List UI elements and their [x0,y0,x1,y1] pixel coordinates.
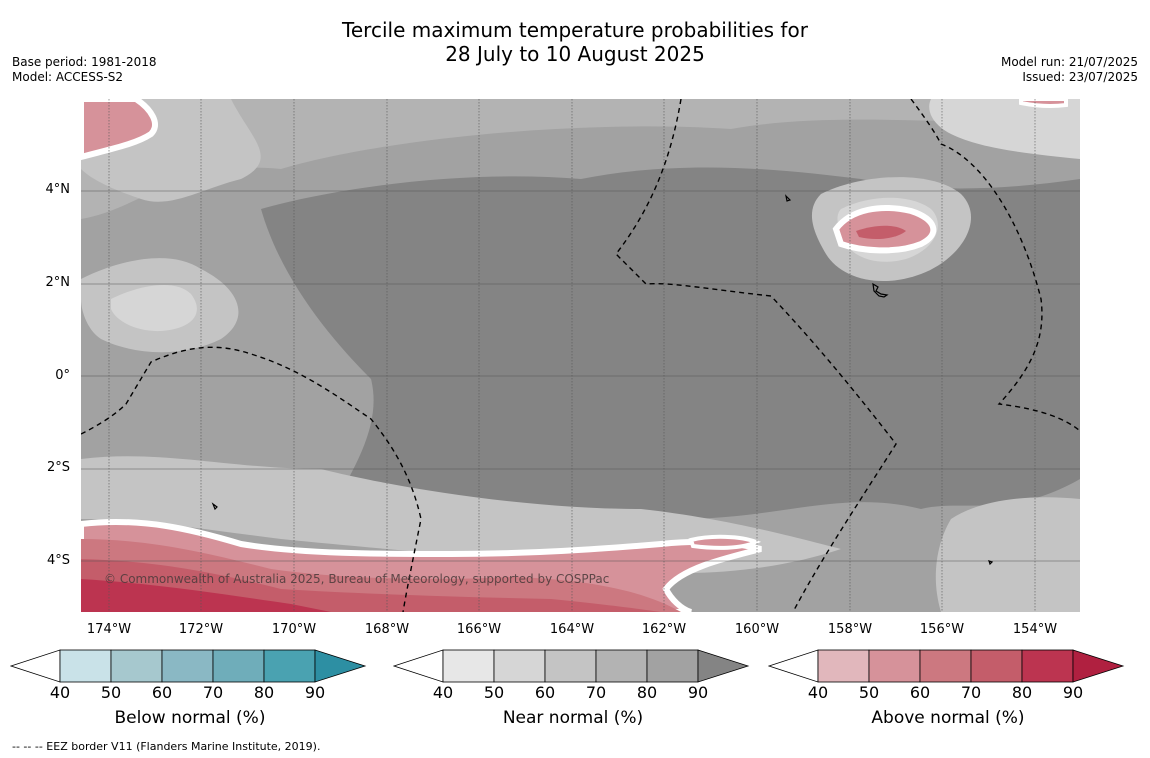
near-colorbar-box-50 [493,649,546,683]
above-50-south-east [688,534,762,550]
probability-map [81,99,1080,612]
near-colorbar-tick-50: 50 [483,683,505,702]
above-colorbar-tick-90: 90 [1062,683,1084,702]
colorbar-near-label: Near normal (%) [502,708,644,728]
above-50-nw [81,99,158,161]
near-60-se [935,497,1080,612]
below-colorbar-box-80 [263,649,316,683]
above-colorbar-box-70 [970,649,1023,683]
model-run: Model run: 21/07/2025 [1000,55,1138,69]
above-colorbar-box-40 [817,649,870,683]
meta-left: Base period: 1981-2018 Model: ACCESS-S2 [12,55,157,85]
lat-tick-4s: 4°S [46,553,70,568]
near-colorbar-box-80 [646,649,699,683]
map-svg [81,99,1080,612]
above-colorbar-box-80 [1021,649,1074,683]
near-colorbar-under-triangle [393,649,444,683]
meta-right: Model run: 21/07/2025 Issued: 23/07/2025 [1001,55,1138,85]
lon-tick-174w: 174°W [86,622,132,637]
map-title: Tercile maximum temperature probabilitie… [0,18,1150,66]
lon-tick-158w: 158°W [827,622,873,637]
above-80-south [81,579,331,612]
lat-tick-4n: 4°N [45,182,71,197]
longitude-gridlines [108,99,1036,612]
lon-tick-168w: 168°W [364,622,410,637]
colorbar-above [768,649,1125,683]
near-colorbar-tick-90: 90 [687,683,709,702]
lon-tick-162w: 162°W [641,622,687,637]
lon-tick-164w: 164°W [549,622,595,637]
below-colorbar-box-60 [161,649,214,683]
above-colorbar-box-60 [919,649,972,683]
above-colorbar-box-50 [868,649,921,683]
lon-tick-156w: 156°W [919,622,965,637]
lat-tick-0: 0° [55,368,70,383]
below-colorbar-over-triangle [314,649,367,683]
near-colorbar-over-triangle [697,649,750,683]
near-colorbar-box-40 [442,649,495,683]
title-line-1: Tercile maximum temperature probabilitie… [342,18,808,42]
base-period: Base period: 1981-2018 [12,55,157,69]
lon-tick-170w: 170°W [271,622,317,637]
below-colorbar-box-40 [59,649,112,683]
near-colorbar-tick-40: 40 [432,683,454,702]
near-colorbar-box-70 [595,649,648,683]
lat-tick-2n: 2°N [45,275,71,290]
above-colorbar-tick-40: 40 [807,683,829,702]
above-colorbar-over-triangle [1072,649,1125,683]
latitude-gridlines [81,190,1080,562]
near-50-west [111,284,197,332]
eez-borders [81,99,1080,612]
above-colorbar-under-triangle [768,649,819,683]
near-colorbar-tick-70: 70 [585,683,607,702]
islands [211,194,994,566]
below-colorbar-under-triangle [10,649,61,683]
copyright-notice: © Commonwealth of Australia 2025, Bureau… [104,572,610,586]
above-colorbar-tick-80: 80 [1011,683,1033,702]
near-colorbar-box-60 [544,649,597,683]
issued-date: Issued: 23/07/2025 [1022,70,1138,84]
near-colorbar-tick-60: 60 [534,683,556,702]
below-colorbar-box-50 [110,649,163,683]
colorbar-near [393,649,750,683]
near-50-ne [929,99,1080,159]
lon-tick-166w: 166°W [456,622,502,637]
below-colorbar-box-70 [212,649,265,683]
colorbar-below-label: Below normal (%) [114,708,266,728]
model-name: Model: ACCESS-S2 [12,70,124,84]
above-50-ne [1019,99,1068,109]
above-colorbar-tick-50: 50 [858,683,880,702]
colorbar-above-label: Above normal (%) [871,708,1025,728]
above-colorbar-tick-70: 70 [960,683,982,702]
eez-footnote: -- -- -- EEZ border V11 (Flanders Marine… [12,740,321,753]
below-colorbar-tick-90: 90 [304,683,326,702]
near-colorbar-tick-80: 80 [636,683,658,702]
lon-tick-172w: 172°W [178,622,224,637]
above-70-central [856,225,906,239]
above-colorbar-tick-60: 60 [909,683,931,702]
lon-tick-160w: 160°W [734,622,780,637]
below-colorbar-tick-50: 50 [100,683,122,702]
below-colorbar-tick-60: 60 [151,683,173,702]
title-line-2: 28 July to 10 August 2025 [445,42,705,66]
lat-tick-2s: 2°S [46,460,70,475]
colorbar-below [10,649,367,683]
below-colorbar-tick-70: 70 [202,683,224,702]
lon-tick-154w: 154°W [1012,622,1058,637]
below-colorbar-tick-40: 40 [49,683,71,702]
below-colorbar-tick-80: 80 [253,683,275,702]
